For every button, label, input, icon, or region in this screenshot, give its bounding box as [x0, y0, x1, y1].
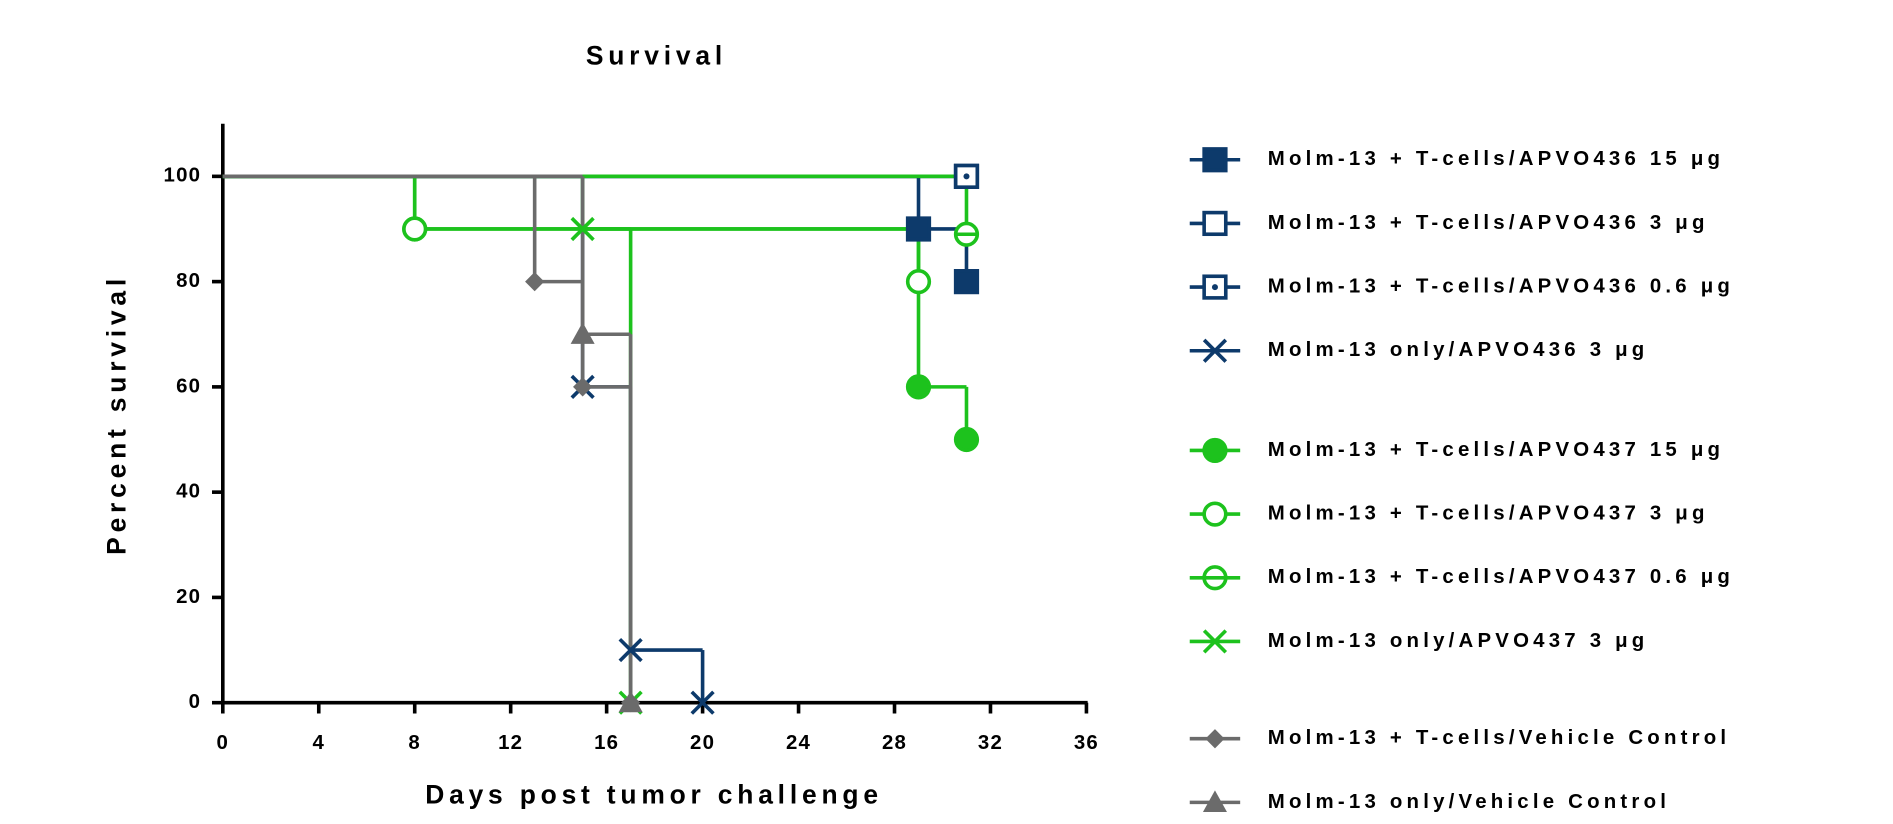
marker: [570, 322, 595, 344]
legend-label: Molm-13 + T-cells/APVO437 15 μg: [1268, 439, 1724, 461]
marker-shape: [690, 690, 715, 715]
marker: [953, 269, 980, 295]
marker-shape: [1205, 729, 1225, 749]
marker: [402, 216, 428, 242]
marker: [1202, 565, 1228, 591]
marker-dot: [963, 173, 970, 180]
marker: [690, 690, 715, 715]
y-tick-label: 100: [164, 165, 202, 187]
marker: [573, 377, 593, 397]
marker-shape: [1202, 790, 1227, 812]
legend-label: Molm-13 only/APVO436 3 μg: [1268, 339, 1649, 361]
marker-shape: [618, 637, 643, 663]
legend-label: Molm-13 + T-cells/APVO437 0.6 μg: [1268, 566, 1734, 588]
marker-shape: [1202, 147, 1228, 173]
marker-shape: [618, 690, 643, 713]
marker: [1202, 501, 1228, 527]
marker-shape: [953, 426, 980, 453]
marker-shape: [570, 322, 595, 344]
marker-shape: [953, 269, 980, 295]
y-tick-label: 80: [176, 270, 201, 292]
legend-label: Molm-13 + T-cells/APVO436 15 μg: [1268, 148, 1724, 170]
legend-label: Molm-13 + T-cells/APVO436 0.6 μg: [1268, 275, 1734, 297]
marker: [905, 269, 932, 295]
marker: [953, 426, 980, 453]
x-tick-label: 20: [690, 732, 715, 754]
y-tick-label: 40: [176, 481, 201, 503]
marker-shape: [573, 377, 593, 397]
x-tick-label: 36: [1074, 732, 1099, 754]
y-tick-label: 20: [176, 586, 201, 608]
x-axis-label: Days post tumor challenge: [425, 779, 883, 809]
marker: [1202, 147, 1228, 173]
marker: [618, 690, 643, 713]
x-tick-label: 28: [882, 732, 907, 754]
x-tick-label: 8: [408, 732, 421, 754]
marker: [1202, 274, 1228, 300]
marker: [953, 163, 980, 189]
marker-shape: [1202, 501, 1228, 527]
marker-shape: [402, 216, 428, 242]
marker: [1202, 338, 1228, 363]
marker: [525, 272, 545, 292]
legend-label: Molm-13 only/APVO437 3 μg: [1268, 630, 1649, 652]
x-tick-label: 12: [498, 732, 523, 754]
legend-label: Molm-13 + T-cells/APVO436 3 μg: [1268, 212, 1709, 234]
x-tick-label: 24: [786, 732, 811, 754]
marker-shape: [525, 272, 545, 292]
legend-label: Molm-13 only/Vehicle Control: [1268, 791, 1670, 813]
marker-shape: [905, 269, 932, 295]
marker-shape: [570, 216, 595, 242]
legend-label: Molm-13 + T-cells/Vehicle Control: [1268, 727, 1731, 749]
marker-shape: [1202, 210, 1228, 237]
marker: [570, 216, 595, 242]
marker: [618, 637, 643, 663]
y-axis-label: Percent survival: [101, 274, 131, 555]
x-tick-label: 16: [594, 732, 619, 754]
marker-shape: [905, 374, 932, 400]
x-tick-label: 4: [312, 732, 325, 754]
marker: [1202, 210, 1228, 237]
x-tick-label: 32: [978, 732, 1003, 754]
marker: [1202, 437, 1228, 464]
marker: [905, 374, 932, 400]
x-tick-label: 0: [217, 732, 230, 754]
marker: [905, 216, 932, 242]
marker-shape: [1202, 338, 1228, 363]
marker: [1202, 629, 1228, 654]
chart-title: Survival: [586, 41, 727, 71]
legend-label: Molm-13 + T-cells/APVO437 3 μg: [1268, 502, 1709, 524]
marker-shape: [1202, 629, 1228, 654]
marker-dot: [1211, 284, 1218, 291]
y-tick-label: 0: [189, 691, 202, 713]
marker-shape: [1202, 437, 1228, 464]
marker: [953, 221, 980, 247]
y-tick-label: 60: [176, 375, 201, 397]
marker-shape: [905, 216, 932, 242]
marker: [1205, 729, 1225, 749]
marker: [1202, 790, 1227, 812]
